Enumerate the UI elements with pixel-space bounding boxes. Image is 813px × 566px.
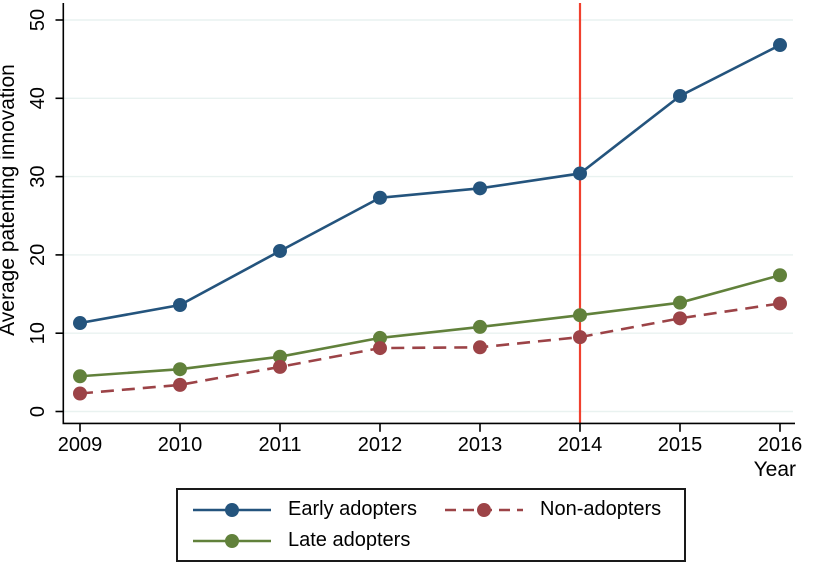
x-tick-label-2015: 2015 bbox=[658, 434, 703, 456]
data-point-non-adopters-2012 bbox=[373, 341, 387, 356]
y-tick-label-10: 10 bbox=[27, 322, 49, 344]
data-point-early-adopters-2013 bbox=[473, 181, 487, 196]
y-tick-label-50: 50 bbox=[27, 9, 49, 31]
legend-label-early-adopters: Early adopters bbox=[288, 498, 417, 520]
data-point-non-adopters-2009 bbox=[73, 386, 87, 401]
legend-line-sample-late-adopters bbox=[193, 533, 271, 548]
legend-item-late-adopters: Late adopters bbox=[178, 529, 430, 552]
legend-label-non-adopters: Non-adopters bbox=[540, 498, 662, 520]
x-tick-label-2011: 2011 bbox=[258, 434, 301, 456]
legend-item-early-adopters: Early adopters bbox=[178, 498, 430, 521]
data-point-non-adopters-2010 bbox=[173, 377, 187, 392]
legend-item-non-adopters: Non-adopters bbox=[430, 498, 684, 521]
data-point-late-adopters-2011 bbox=[273, 349, 287, 364]
x-tick-label-2012: 2012 bbox=[358, 434, 403, 456]
data-point-late-adopters-2016 bbox=[773, 268, 787, 283]
series-line-early-adopters bbox=[79, 43, 781, 325]
chart-canvas: 0 10 20 30 40 50 2009 2010 2011 2012 2013 2014 2015 2… bbox=[0, 3, 802, 481]
data-point-early-adopters-2016 bbox=[773, 38, 787, 53]
data-point-non-adopters-2016 bbox=[773, 296, 787, 311]
data-point-late-adopters-2012 bbox=[373, 330, 387, 345]
series-line-late-adopters bbox=[79, 274, 781, 378]
y-tick-label-40: 40 bbox=[27, 87, 49, 109]
legend-line-sample-non-adopters bbox=[445, 502, 523, 517]
legend-label-late-adopters: Late adopters bbox=[288, 529, 411, 551]
data-point-early-adopters-2014 bbox=[573, 166, 587, 181]
x-tick-label-2009: 2009 bbox=[58, 434, 103, 456]
data-point-early-adopters-2010 bbox=[173, 298, 187, 313]
plot-layer: 0 10 20 30 40 50 2009 2010 2011 2012 2013 2014 2015 2… bbox=[27, 3, 802, 456]
data-point-non-adopters-2013 bbox=[473, 340, 487, 355]
y-tick-label-30: 30 bbox=[27, 165, 49, 187]
y-axis-title: Average patenting innovation bbox=[0, 64, 19, 336]
x-axis-title: Year bbox=[754, 458, 796, 481]
x-tick-label-2013: 2013 bbox=[458, 434, 503, 456]
legend-line-sample-early-adopters bbox=[193, 502, 271, 517]
y-tick-label-0: 0 bbox=[27, 406, 49, 417]
data-point-late-adopters-2013 bbox=[473, 319, 487, 334]
x-tick-label-2016: 2016 bbox=[758, 434, 803, 456]
data-point-early-adopters-2011 bbox=[273, 243, 287, 258]
data-point-non-adopters-2015 bbox=[673, 311, 687, 326]
x-tick-label-2010: 2010 bbox=[158, 434, 203, 456]
data-point-late-adopters-2010 bbox=[173, 362, 187, 377]
data-point-non-adopters-2011 bbox=[273, 359, 287, 374]
data-point-early-adopters-2009 bbox=[73, 316, 87, 331]
data-point-late-adopters-2015 bbox=[673, 295, 687, 310]
legend: Early adopters Non-adopters Late adopter… bbox=[176, 488, 686, 562]
data-point-early-adopters-2012 bbox=[373, 190, 387, 205]
y-tick-label-20: 20 bbox=[27, 244, 49, 266]
data-point-late-adopters-2014 bbox=[573, 308, 587, 323]
data-point-early-adopters-2015 bbox=[673, 88, 687, 103]
data-point-late-adopters-2009 bbox=[73, 369, 87, 384]
data-point-non-adopters-2014 bbox=[573, 330, 587, 345]
x-tick-label-2014: 2014 bbox=[558, 434, 603, 456]
series-line-non-adopters bbox=[79, 302, 781, 395]
